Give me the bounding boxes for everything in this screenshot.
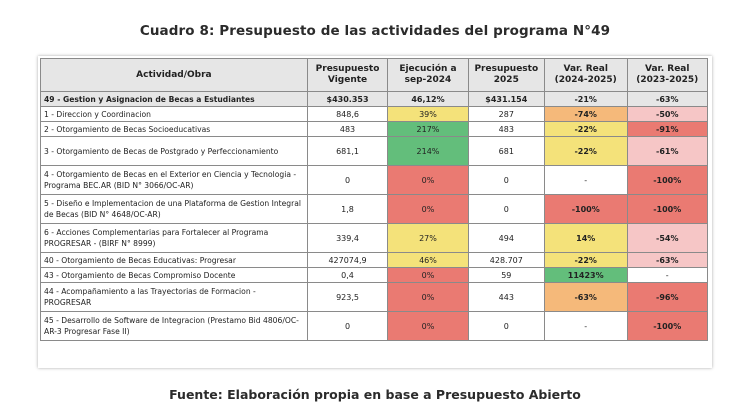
cell-vigente: 848,6	[306, 106, 389, 122]
cell-var-2023-2025: -	[626, 267, 708, 283]
table-row: 43 - Otorgamiento de Becas Compromiso Do…	[40, 267, 708, 283]
cell-vigente: 0	[306, 165, 389, 195]
table-row: 6 - Acciones Complementarias para Fortal…	[40, 223, 708, 253]
table-title: Cuadro 8: Presupuesto de las actividades…	[139, 23, 611, 39]
cell-presupuesto-2025: 443	[467, 282, 545, 312]
table-row: 1 - Direccion y Coordinacion 848,6 39% 2…	[40, 106, 708, 122]
cell-ejecucion: 0%	[387, 282, 469, 312]
cell-actividad: 6 - Acciones Complementarias para Fortal…	[40, 223, 308, 253]
cell-var-2024-2025: -74%	[543, 106, 628, 122]
table-row: 44 - Acompañamiento a las Trayectorias d…	[40, 282, 708, 312]
cell-vigente: 923,5	[306, 282, 389, 312]
header-actividad: Actividad/Obra	[40, 58, 308, 92]
cell-var-2023-2025: -96%	[626, 282, 708, 312]
cell-actividad: 2 - Otorgamiento de Becas Socioeducativa…	[40, 121, 308, 137]
cell-vigente: 483	[306, 121, 389, 137]
cell-var-2024-2025: -63%	[543, 282, 628, 312]
cell-actividad: 5 - Diseño e Implementacion de una Plata…	[40, 194, 308, 224]
cell-presupuesto-2025: 494	[467, 223, 545, 253]
cell-var-2023-2025: -63%	[626, 252, 708, 268]
source-caption: Fuente: Elaboración propia en base a Pre…	[169, 387, 581, 402]
table-row: 2 - Otorgamiento de Becas Socioeducativa…	[40, 121, 708, 137]
header-presupuesto-vigente: Presupuesto Vigente	[306, 58, 389, 92]
cell-var-2024-2025: -22%	[543, 252, 628, 268]
cell-presupuesto-2025: 287	[467, 106, 545, 122]
cell-vigente: 681,1	[306, 136, 389, 166]
cell-ejecucion: 0%	[387, 165, 469, 195]
cell-presupuesto-2025: 0	[467, 311, 545, 341]
budget-table-container: Actividad/Obra Presupuesto Vigente Ejecu…	[38, 56, 712, 368]
cell-var-2024-2025: -100%	[543, 194, 628, 224]
table-row: 45 - Desarrollo de Software de Integraci…	[40, 311, 708, 341]
cell-var-2023-2025: -100%	[626, 194, 708, 224]
cell-actividad: 45 - Desarrollo de Software de Integraci…	[40, 311, 308, 341]
cell-var-2024-2025: 14%	[543, 223, 628, 253]
cell-presupuesto-2025: 428.707	[467, 252, 545, 268]
cell-actividad: 3 - Otorgamiento de Becas de Postgrado y…	[40, 136, 308, 166]
cell-actividad: 43 - Otorgamiento de Becas Compromiso Do…	[40, 267, 308, 283]
cell-var-2023-2025: -100%	[626, 311, 708, 341]
cell-actividad: 44 - Acompañamiento a las Trayectorias d…	[40, 282, 308, 312]
cell-actividad: 40 - Otorgamiento de Becas Educativas: P…	[40, 252, 308, 268]
cell-presupuesto-2025: $431.154	[467, 91, 545, 107]
budget-table: Actividad/Obra Presupuesto Vigente Ejecu…	[40, 58, 708, 341]
cell-ejecucion: 46%	[387, 252, 469, 268]
cell-presupuesto-2025: 0	[467, 165, 545, 195]
cell-var-2024-2025: -22%	[543, 121, 628, 137]
cell-vigente: 0,4	[306, 267, 389, 283]
table-row: 3 - Otorgamiento de Becas de Postgrado y…	[40, 136, 708, 166]
cell-actividad: 4 - Otorgamiento de Becas en el Exterior…	[40, 165, 308, 195]
cell-presupuesto-2025: 59	[467, 267, 545, 283]
cell-presupuesto-2025: 483	[467, 121, 545, 137]
cell-var-2024-2025: 11423%	[543, 267, 628, 283]
cell-vigente: 1,8	[306, 194, 389, 224]
table-row: 4 - Otorgamiento de Becas en el Exterior…	[40, 165, 708, 195]
table-row: 40 - Otorgamiento de Becas Educativas: P…	[40, 252, 708, 268]
cell-var-2024-2025: -	[543, 165, 628, 195]
cell-ejecucion: 217%	[387, 121, 469, 137]
cell-var-2024-2025: -	[543, 311, 628, 341]
cell-presupuesto-2025: 0	[467, 194, 545, 224]
cell-vigente: $430.353	[306, 91, 389, 107]
cell-actividad: 49 - Gestion y Asignacion de Becas a Est…	[40, 91, 308, 107]
cell-var-2023-2025: -63%	[626, 91, 708, 107]
cell-vigente: 339,4	[306, 223, 389, 253]
cell-vigente: 427074,9	[306, 252, 389, 268]
header-var-real-2024-2025: Var. Real (2024-2025)	[543, 58, 628, 92]
cell-ejecucion: 0%	[387, 267, 469, 283]
cell-var-2024-2025: -21%	[543, 91, 628, 107]
cell-var-2024-2025: -22%	[543, 136, 628, 166]
header-row: Actividad/Obra Presupuesto Vigente Ejecu…	[40, 58, 708, 92]
header-var-real-2023-2025: Var. Real (2023-2025)	[626, 58, 708, 92]
cell-ejecucion: 0%	[387, 194, 469, 224]
cell-actividad: 1 - Direccion y Coordinacion	[40, 106, 308, 122]
cell-var-2023-2025: -61%	[626, 136, 708, 166]
cell-var-2023-2025: -100%	[626, 165, 708, 195]
header-ejecucion: Ejecución a sep-2024	[387, 58, 469, 92]
table-row: 5 - Diseño e Implementacion de una Plata…	[40, 194, 708, 224]
cell-ejecucion: 46,12%	[387, 91, 469, 107]
cell-var-2023-2025: -50%	[626, 106, 708, 122]
cell-var-2023-2025: -54%	[626, 223, 708, 253]
cell-ejecucion: 39%	[387, 106, 469, 122]
cell-var-2023-2025: -91%	[626, 121, 708, 137]
cell-vigente: 0	[306, 311, 389, 341]
header-presupuesto-2025: Presupuesto 2025	[467, 58, 545, 92]
cell-presupuesto-2025: 681	[467, 136, 545, 166]
table-row: 49 - Gestion y Asignacion de Becas a Est…	[40, 91, 708, 107]
cell-ejecucion: 0%	[387, 311, 469, 341]
cell-ejecucion: 27%	[387, 223, 469, 253]
cell-ejecucion: 214%	[387, 136, 469, 166]
